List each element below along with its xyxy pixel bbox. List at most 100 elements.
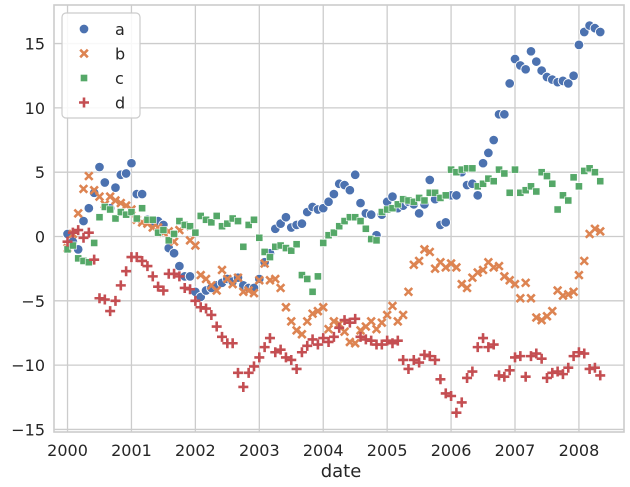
point-b — [281, 302, 291, 312]
y-tick-label: 15 — [25, 35, 45, 54]
point-d — [211, 321, 222, 332]
point-c — [543, 172, 551, 180]
point-c — [393, 200, 402, 209]
point-d — [398, 354, 409, 365]
point-b — [563, 289, 573, 300]
point-a — [184, 271, 196, 282]
x-tick-label: 2001 — [111, 441, 152, 460]
data-points — [62, 20, 606, 418]
point-a — [78, 215, 89, 227]
point-a — [328, 188, 340, 200]
point-d — [62, 236, 73, 247]
point-d — [483, 342, 494, 353]
point-d — [579, 348, 590, 359]
point-a — [355, 197, 366, 209]
point-a — [483, 147, 494, 159]
point-d — [137, 255, 148, 266]
point-c — [90, 239, 99, 247]
point-b — [377, 317, 387, 328]
point-a — [83, 202, 95, 214]
point-c — [505, 188, 514, 197]
point-b — [387, 301, 398, 311]
point-b — [211, 285, 222, 296]
point-c — [260, 248, 269, 256]
point-b — [451, 262, 462, 273]
point-d — [227, 338, 238, 349]
x-tick-label: 2000 — [47, 441, 88, 460]
point-d — [589, 362, 600, 373]
point-d — [376, 339, 387, 350]
point-d — [217, 331, 228, 342]
point-c — [207, 218, 216, 227]
x-tick-label: 2002 — [175, 441, 216, 460]
legend-label-a: a — [115, 20, 125, 39]
point-b — [590, 224, 600, 234]
point-b — [78, 184, 89, 194]
point-a — [296, 218, 308, 229]
point-d — [355, 331, 366, 342]
point-c — [575, 182, 583, 191]
point-a — [174, 260, 185, 272]
point-d — [270, 347, 281, 358]
point-d — [185, 284, 196, 295]
x-tick-label: 2007 — [495, 441, 536, 460]
point-b — [366, 316, 376, 327]
point-a — [120, 168, 132, 179]
point-a — [136, 188, 148, 200]
point-b — [270, 274, 281, 284]
point-b — [547, 306, 558, 316]
point-b — [515, 293, 526, 303]
point-d — [382, 335, 393, 346]
y-tick-label: 0 — [35, 228, 45, 247]
point-a — [594, 26, 606, 38]
point-d — [595, 370, 606, 381]
point-a — [488, 134, 499, 146]
point-d — [89, 254, 100, 265]
point-d — [488, 339, 499, 350]
point-b — [382, 310, 392, 320]
point-c — [138, 204, 147, 213]
point-c — [319, 239, 328, 247]
point-d — [110, 295, 121, 306]
point-d — [105, 306, 116, 317]
point-a — [520, 64, 531, 75]
point-b — [510, 279, 520, 289]
point-b — [462, 283, 472, 293]
legend-marker-c — [80, 74, 88, 82]
point-a — [280, 211, 292, 223]
point-b — [574, 270, 584, 280]
legend-label-c: c — [115, 69, 124, 88]
point-d — [131, 252, 142, 263]
x-tick-label: 2006 — [431, 441, 472, 460]
point-d — [440, 388, 451, 399]
point-c — [250, 215, 258, 224]
point-d — [243, 367, 254, 378]
point-c — [308, 287, 317, 296]
point-d — [232, 367, 243, 378]
point-d — [541, 372, 552, 383]
point-c — [111, 214, 120, 223]
point-a — [504, 78, 515, 89]
point-d — [424, 351, 435, 362]
point-c — [255, 233, 264, 242]
point-c — [212, 212, 221, 220]
point-a — [344, 184, 356, 196]
point-c — [372, 236, 381, 245]
point-b — [494, 261, 504, 271]
point-d — [430, 354, 441, 365]
point-b — [94, 191, 105, 202]
point-d — [339, 315, 350, 326]
point-c — [314, 272, 322, 281]
point-b — [478, 265, 488, 275]
point-b — [243, 285, 254, 296]
point-b — [329, 316, 339, 327]
point-c — [548, 179, 557, 188]
point-c — [441, 191, 450, 200]
point-b — [254, 275, 265, 285]
point-d — [307, 334, 318, 345]
point-b — [110, 195, 121, 206]
point-b — [73, 208, 83, 219]
point-c — [223, 219, 232, 228]
point-d — [387, 338, 398, 349]
point-b — [531, 312, 542, 323]
